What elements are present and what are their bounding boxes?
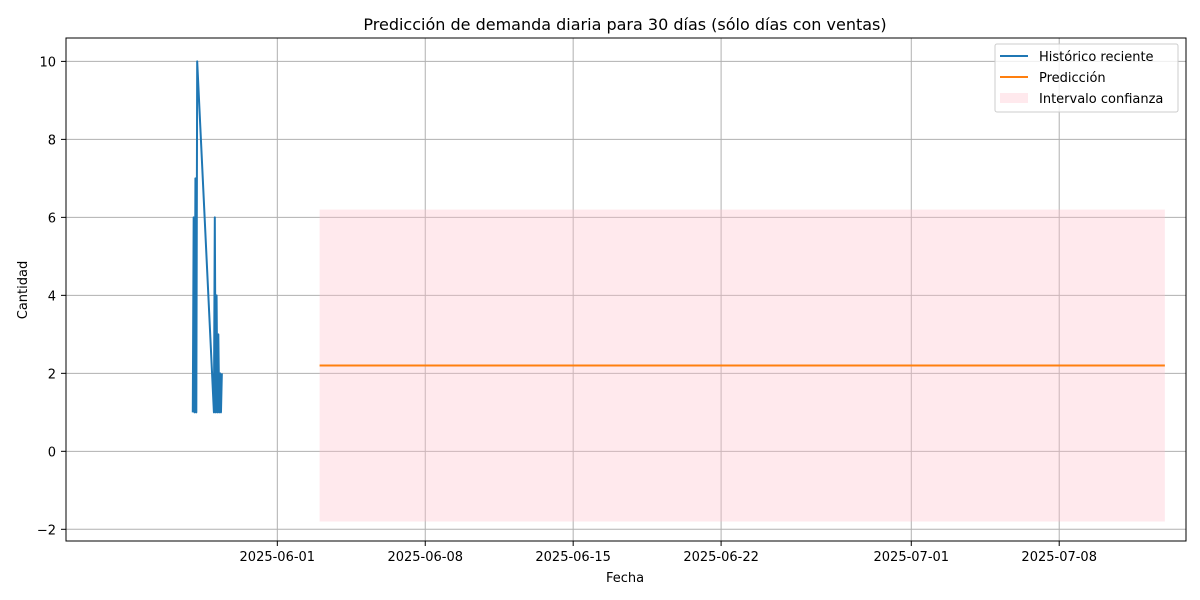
chart-title: Predicción de demanda diaria para 30 día… [363,15,886,34]
legend-swatch-intervalo [1000,93,1028,103]
series-layer [191,60,1165,414]
x-tick-label: 2025-06-01 [240,550,316,565]
plot-frame [65,37,1187,542]
y-tick-label: 2 [48,367,56,382]
legend: Histórico reciente Predicción Intervalo … [994,43,1179,113]
y-tick-label: 10 [39,55,56,70]
y-tick-label: −2 [37,523,56,538]
y-tick-label: 4 [48,289,56,304]
grid [66,38,1186,541]
x-tick-label: 2025-07-01 [874,550,950,565]
x-tick-label: 2025-06-08 [387,550,463,565]
y-tick-label: 6 [48,211,56,226]
legend-label-historico: Histórico reciente [1039,50,1154,65]
legend-label-prediccion: Predicción [1039,71,1106,86]
y-tick-label: 8 [48,133,56,148]
legend-box [994,43,1179,113]
x-axis-ticks: 2025-06-01 2025-06-08 2025-06-15 2025-06-22… [240,541,1097,565]
x-tick-label: 2025-06-22 [683,550,759,565]
legend-label-intervalo: Intervalo confianza [1039,92,1163,107]
y-tick-label: 0 [48,445,56,460]
y-axis-label: Cantidad [16,261,31,319]
x-tick-label: 2025-07-08 [1021,550,1097,565]
historico-line [191,60,223,414]
x-axis-label: Fecha [606,571,644,586]
x-tick-label: 2025-06-15 [535,550,611,565]
y-axis-ticks: −2 0 2 4 6 8 10 [37,55,66,538]
